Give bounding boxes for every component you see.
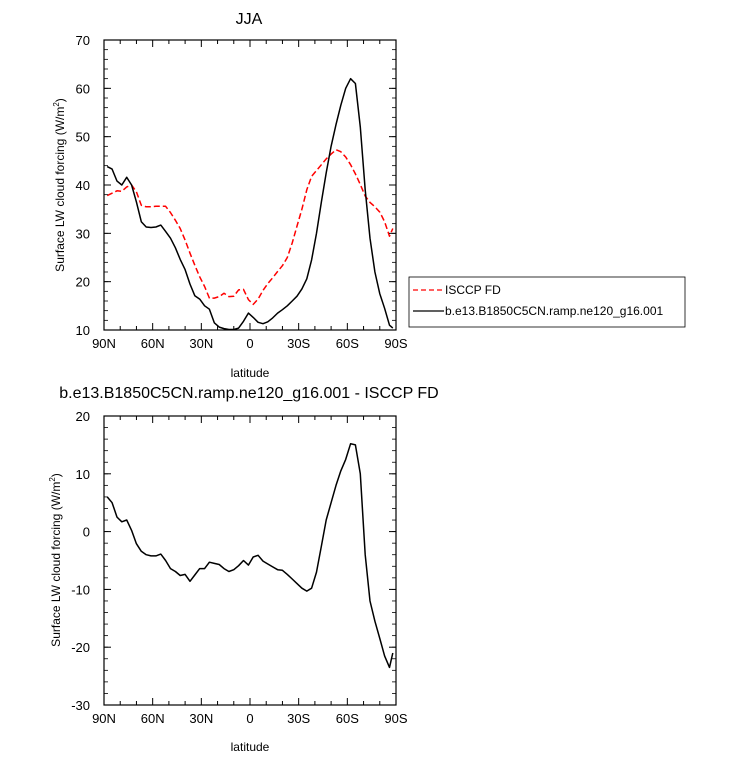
bottom-y-axis-label-end: ) (49, 473, 63, 477)
top-x-tick-label: 90S (384, 336, 407, 351)
bottom-y-tick-label: 0 (83, 525, 90, 540)
top-y-tick-label: 70 (76, 33, 90, 48)
legend-box (408, 276, 686, 328)
top-series-group (106, 77, 394, 331)
top-y-axis-label-main: Surface LW cloud forcing (W/m (53, 107, 67, 272)
bottom-x-tick-label: 30N (189, 711, 213, 726)
top-x-axis-label: latitude (231, 366, 270, 380)
bottom-y-tick-label: -10 (71, 582, 90, 597)
top-y-axis-label-sup: 2 (52, 102, 61, 107)
bottom-y-tick-label: 10 (76, 467, 90, 482)
bottom-y-axis-label-main: Surface LW cloud forcing (W/m (49, 482, 63, 647)
top-y-tick-label: 30 (76, 226, 90, 241)
top-y-tick-label: 40 (76, 178, 90, 193)
top-axis-ticks (103, 39, 397, 331)
bottom-x-tick-labels: 90N 60N 30N 0 30S 60S 90S (92, 711, 408, 726)
bottom-x-tick-label: 60N (141, 711, 165, 726)
top-series-line-1 (106, 77, 394, 331)
bottom-y-tick-label: -30 (71, 698, 90, 713)
bottom-x-tick-label: 90S (384, 711, 407, 726)
bottom-axis-ticks (103, 415, 397, 706)
top-y-axis-label: Surface LW cloud forcing (W/m2) (52, 98, 67, 272)
bottom-y-tick-label: 20 (76, 409, 90, 424)
bottom-y-axis-label: Surface LW cloud forcing (W/m2) (48, 473, 63, 647)
bottom-series-line-0 (106, 442, 394, 669)
top-y-tick-label: 20 (76, 275, 90, 290)
top-x-tick-label: 60S (336, 336, 359, 351)
top-x-tick-labels: 90N 60N 30N 0 30S 60S 90S (92, 336, 408, 351)
bottom-x-tick-label: 0 (246, 711, 253, 726)
top-x-tick-label: 60N (141, 336, 165, 351)
bottom-x-tick-label: 30S (287, 711, 310, 726)
legend-label-model: b.e13.B1850C5CN.ramp.ne120_g16.001 (445, 304, 663, 318)
top-chart-title: JJA (236, 11, 263, 28)
top-y-tick-labels: 10 20 30 40 50 60 70 (76, 33, 90, 338)
legend-label-isccp: ISCCP FD (445, 283, 501, 297)
top-panel: JJA 90N 60N 30N 0 30S 60S 90S 10 20 30 40 50 60 70 l… (52, 11, 686, 380)
bottom-y-axis-label-sup: 2 (48, 477, 57, 482)
bottom-x-axis-label: latitude (231, 740, 270, 754)
top-x-tick-label: 0 (246, 336, 253, 351)
top-y-tick-label: 50 (76, 130, 90, 145)
top-x-tick-label: 30N (189, 336, 213, 351)
bottom-x-tick-label: 90N (92, 711, 116, 726)
bottom-y-tick-labels: -30 -20 -10 0 10 20 (71, 409, 90, 713)
top-y-tick-label: 10 (76, 323, 90, 338)
top-x-tick-label: 30S (287, 336, 310, 351)
bottom-plot-frame (103, 415, 397, 706)
top-x-tick-label: 90N (92, 336, 116, 351)
bottom-panel: b.e13.B1850C5CN.ramp.ne120_g16.001 - ISC… (48, 385, 439, 754)
legend: ISCCP FD b.e13.B1850C5CN.ramp.ne120_g16.… (408, 276, 686, 328)
top-y-axis-label-end: ) (53, 98, 67, 102)
top-y-tick-label: 60 (76, 81, 90, 96)
top-series-line-0 (106, 148, 394, 306)
top-plot-frame (103, 39, 397, 331)
bottom-series-group (106, 442, 394, 669)
bottom-chart-title: b.e13.B1850C5CN.ramp.ne120_g16.001 - ISC… (59, 385, 438, 402)
bottom-x-tick-label: 60S (336, 711, 359, 726)
bottom-y-tick-label: -20 (71, 640, 90, 655)
